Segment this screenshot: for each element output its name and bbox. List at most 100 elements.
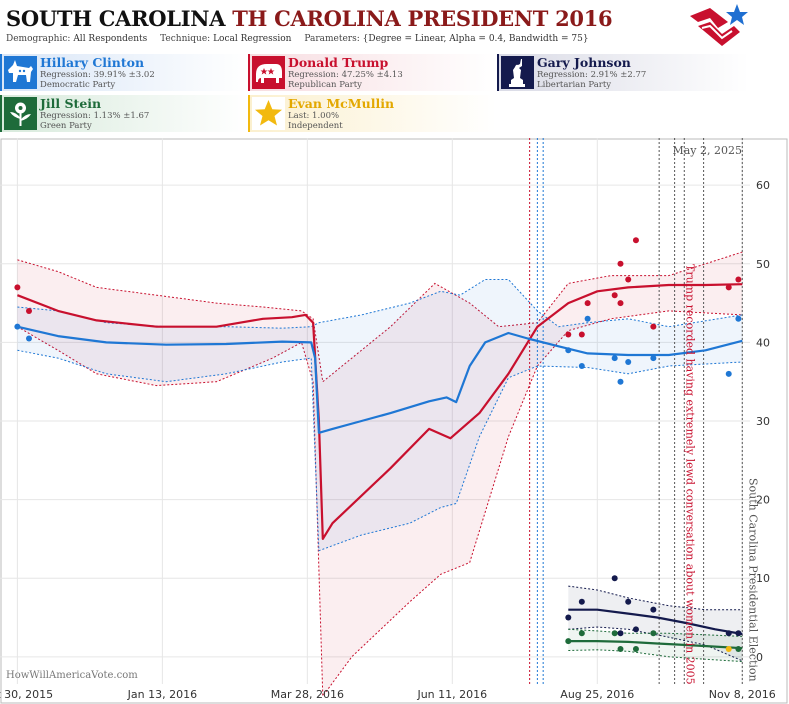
poll-point [617, 645, 624, 652]
poll-point [578, 598, 585, 605]
trend-line [568, 608, 743, 636]
candidate-party: Independent [288, 121, 343, 131]
poll-point [584, 315, 591, 322]
lower-bound-line [17, 310, 743, 698]
poll-point [632, 237, 639, 244]
poll-point [735, 645, 742, 652]
x-tick-label: Jan 13, 2016 [127, 688, 197, 701]
rose-icon [4, 97, 37, 130]
poll-point [578, 331, 585, 338]
poll-point [617, 630, 624, 637]
y-tick-label: 60 [756, 179, 770, 192]
demographic-value: All Respondents [73, 34, 148, 44]
poll-point [650, 323, 657, 330]
poll-point [632, 645, 639, 652]
poll-point [578, 630, 585, 637]
poll-point [650, 355, 657, 362]
y-tick-label: 20 [756, 494, 770, 507]
date-label: May 2, 2025 [672, 144, 742, 157]
technique-label: Technique: [160, 34, 211, 44]
x-tick-label: Nov 8, 2016 [709, 688, 776, 701]
poll-point [611, 575, 618, 582]
poll-point [611, 630, 618, 637]
candidate-legend: Hillary Clinton Regression: 39.91% ±3.02… [0, 54, 789, 134]
poll-chart: 0 10 20 30 40 50 60 Oct 30, 2015 Jan 13, 2016 Mar… [0, 138, 789, 704]
poll-point [617, 378, 624, 385]
donkey-icon [4, 56, 37, 89]
parameters-line: Demographic: All Respondents Technique: … [6, 34, 589, 44]
star-icon [252, 97, 285, 130]
poll-point [565, 638, 572, 645]
candidate-card-mcmullin[interactable]: Evan McMullin Last: 1.00% Independent [248, 95, 496, 132]
candidate-stat: Regression: 47.25% ±4.13 [288, 70, 403, 80]
trend-line [568, 640, 743, 650]
y-tick-label: 50 [756, 258, 770, 271]
poll-point [584, 300, 591, 307]
confidence-band [17, 252, 743, 697]
poll-point [725, 645, 732, 652]
chart-svg: 0 10 20 30 40 50 60 Oct 30, 2015 Jan 13, 2016 Mar… [0, 138, 788, 704]
poll-point [650, 606, 657, 613]
candidate-name: Gary Johnson [537, 55, 631, 70]
x-tick-label: Jun 11, 2016 [416, 688, 487, 701]
demographic-label: Demographic: [6, 34, 71, 44]
poll-point [578, 362, 585, 369]
liberty-statue-icon [501, 56, 534, 89]
poll-point [625, 276, 632, 283]
poll-point [725, 284, 732, 291]
x-tick-label: Mar 28, 2016 [271, 688, 344, 701]
poll-point [625, 598, 632, 605]
candidate-party: Libertarian Party [537, 80, 612, 90]
candidate-party: Green Party [40, 121, 92, 131]
candidate-name: Hillary Clinton [40, 55, 145, 70]
annotation-lewd-conversation: Trump recorded having extremely lewd con… [683, 264, 696, 685]
y-tick-label: 10 [756, 572, 770, 585]
candidate-card-trump[interactable]: Donald Trump Regression: 47.25% ±4.13 Re… [248, 54, 496, 91]
lower-bound-line [568, 649, 743, 662]
poll-point [735, 630, 742, 637]
poll-point [565, 347, 572, 354]
poll-point [14, 323, 21, 330]
upper-bound-line [568, 585, 743, 611]
poll-point [617, 260, 624, 267]
poll-point [14, 284, 21, 291]
candidate-stat: Last: 1.00% [288, 111, 340, 121]
candidate-name: Donald Trump [288, 55, 389, 70]
candidate-stat: Regression: 39.91% ±3.02 [40, 70, 155, 80]
candidate-name: Jill Stein [40, 96, 102, 111]
parameters-value: {Degree = Linear, Alpha = 0.4, Bandwidth… [362, 34, 589, 44]
y-tick-label: 40 [756, 336, 770, 349]
watermark: HowWillAmericaVote.com [6, 670, 138, 681]
poll-point [565, 614, 572, 621]
site-logo-icon [690, 4, 748, 46]
poll-point [25, 335, 32, 342]
poll-point [625, 359, 632, 366]
parameters-label: Parameters: [304, 34, 360, 44]
poll-point [735, 315, 742, 322]
confidence-band [568, 629, 743, 662]
candidate-party: Republican Party [288, 80, 362, 90]
poll-point [617, 300, 624, 307]
trend-line [17, 283, 743, 540]
poll-point [25, 307, 32, 314]
title-state: SOUTH CAROLINA [6, 6, 226, 31]
header: SOUTH CAROLINA TH CAROLINA PRESIDENT 201… [0, 0, 789, 54]
x-tick-label: Aug 25, 2016 [560, 688, 634, 701]
confidence-band [568, 586, 743, 661]
title-race: TH CAROLINA PRESIDENT 2016 [232, 6, 613, 31]
candidate-name: Evan McMullin [288, 96, 395, 111]
technique-value: Local Regression [213, 34, 292, 44]
x-tick-label: Oct 30, 2015 [0, 688, 53, 701]
poll-point [725, 370, 732, 377]
upper-bound-line [568, 628, 743, 637]
candidate-party: Democratic Party [40, 80, 116, 90]
candidate-card-stein[interactable]: Jill Stein Regression: 1.13% ±1.67 Green… [0, 95, 248, 132]
trend-line [17, 325, 743, 434]
page-title: SOUTH CAROLINA TH CAROLINA PRESIDENT 201… [6, 6, 613, 31]
lower-bound-line [17, 349, 743, 552]
poll-point [565, 331, 572, 338]
y-tick-label: 0 [756, 651, 763, 664]
candidate-card-johnson[interactable]: Gary Johnson Regression: 2.91% ±2.77 Lib… [497, 54, 749, 91]
poll-point [611, 355, 618, 362]
candidate-card-clinton[interactable]: Hillary Clinton Regression: 39.91% ±3.02… [0, 54, 248, 91]
